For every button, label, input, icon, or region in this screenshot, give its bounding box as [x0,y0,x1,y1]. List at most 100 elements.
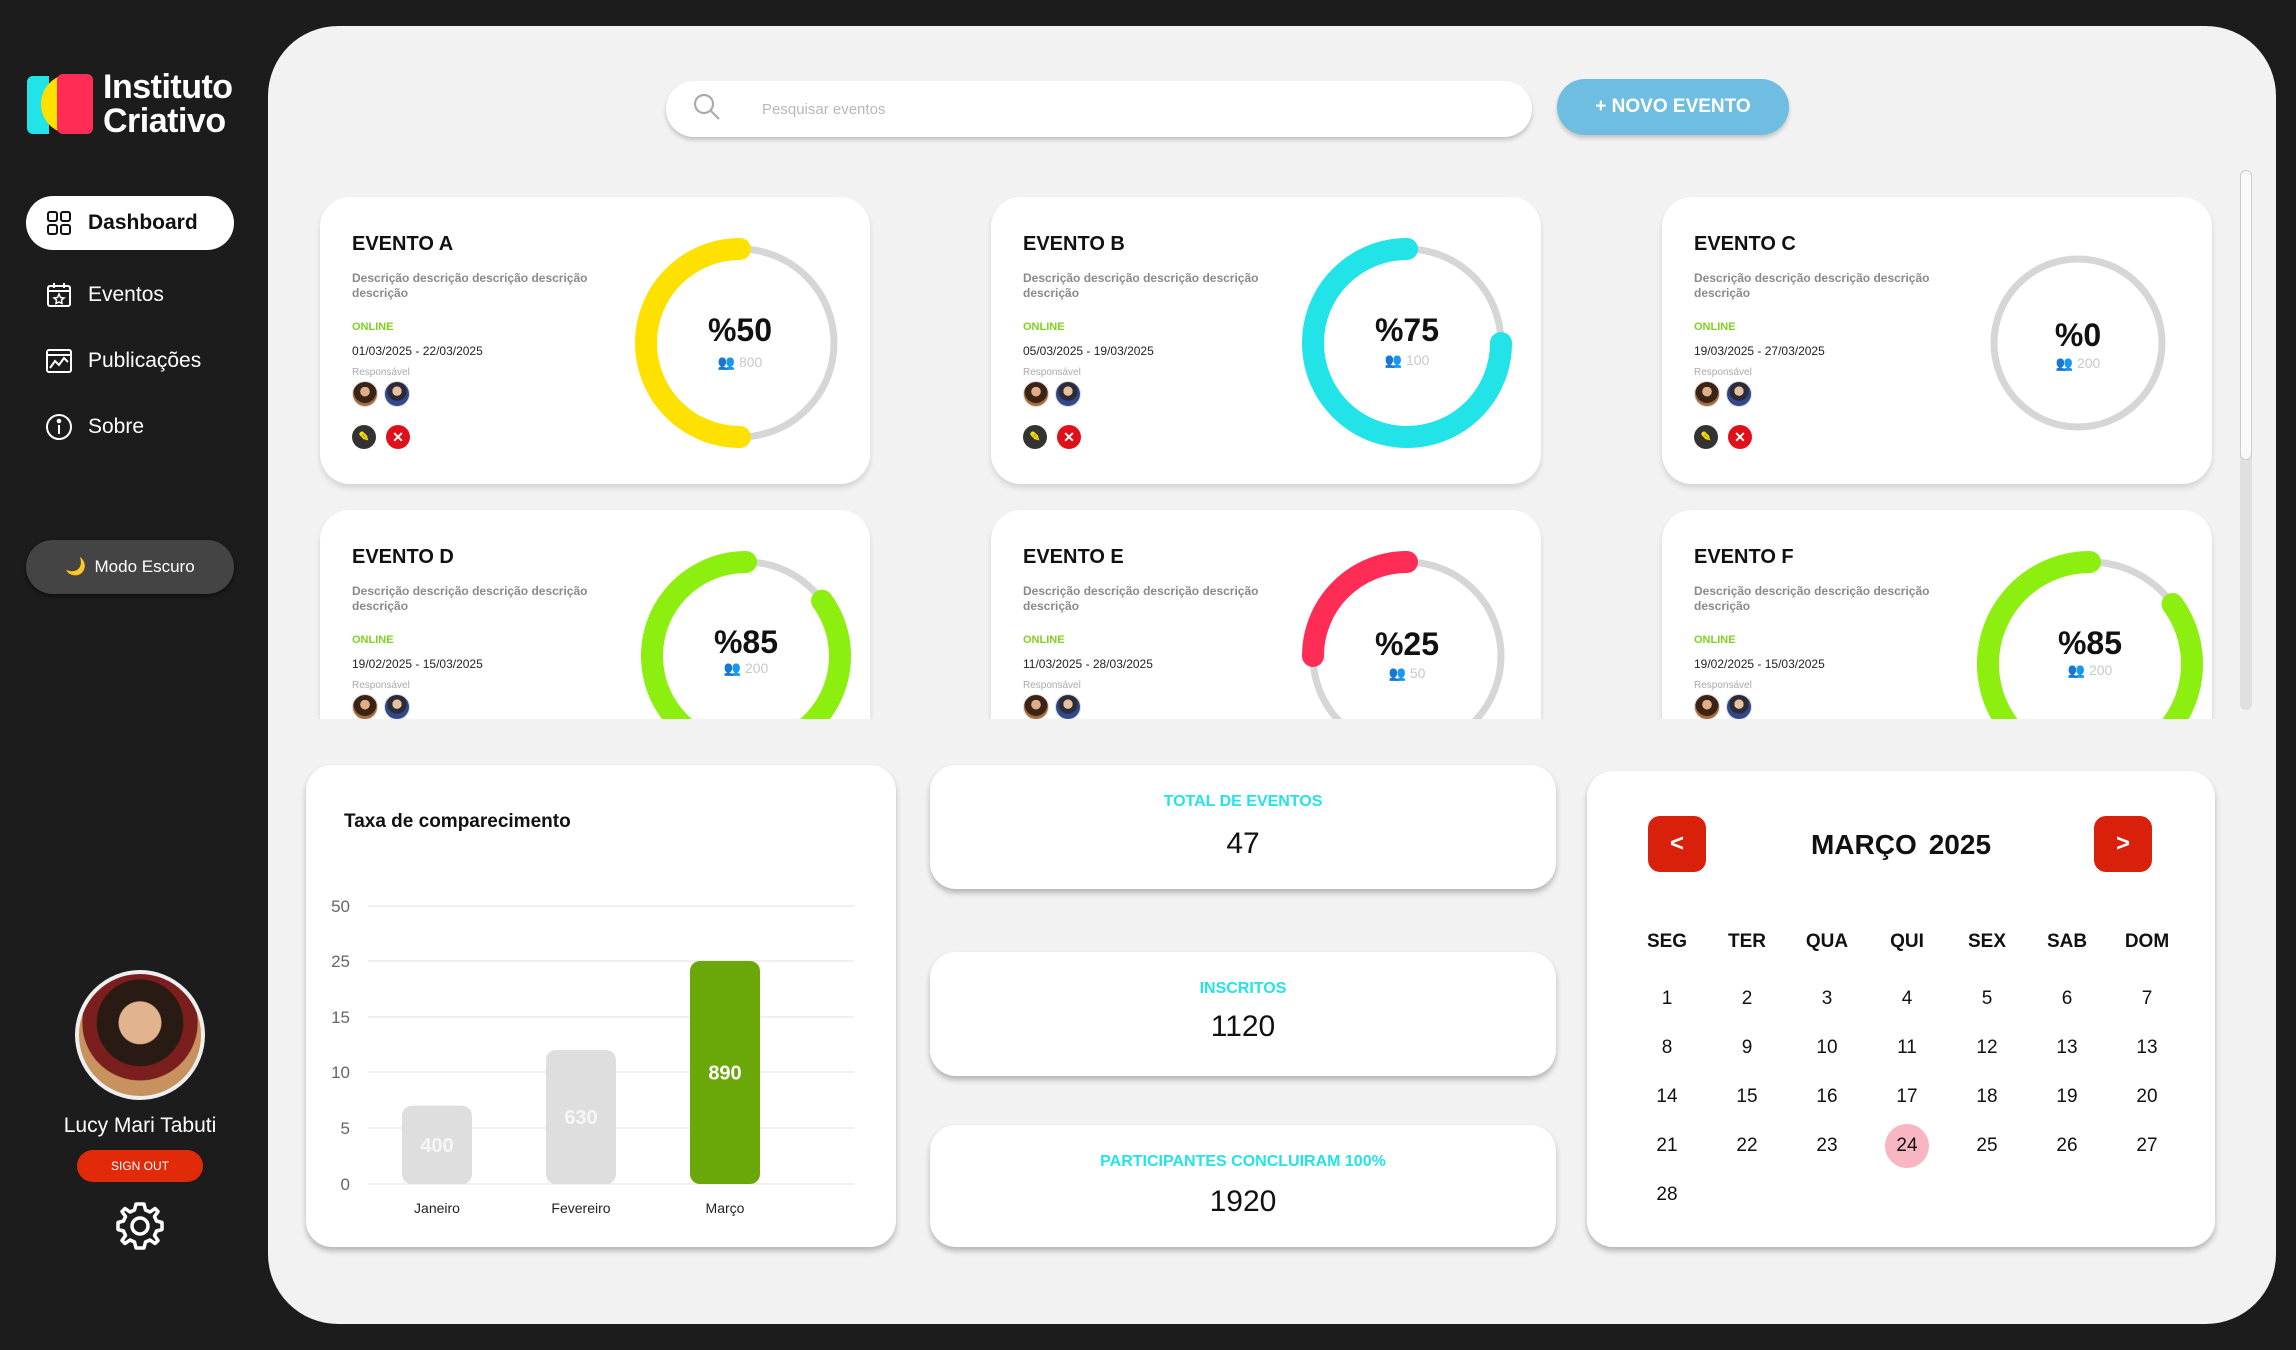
calendar-day[interactable]: 11 [1897,1037,1917,1058]
events-scrollbar[interactable] [2240,170,2252,710]
edit-button[interactable]: ✎ [1694,425,1718,449]
calendar-next-button[interactable]: > [2094,816,2152,872]
event-title: EVENTO A [352,233,454,255]
responsible-label: Responsável [1023,367,1081,378]
delete-button[interactable]: ✕ [1728,425,1752,449]
event-description: Descrição descrição descrição descrição … [1023,584,1259,613]
event-status: ONLINE [352,634,394,646]
avatar[interactable] [352,694,378,719]
avatar[interactable] [1694,381,1720,407]
sidebar-item-eventos[interactable]: Eventos [26,268,234,322]
stat-participants-completed: PARTICIPANTES CONCLUIRAM 100% 1920 [930,1125,1556,1247]
sidebar-item-publicacoes[interactable]: Publicações [26,334,234,388]
edit-button[interactable]: ✎ [1023,425,1047,449]
calendar-day[interactable]: 6 [2061,988,2073,1009]
event-description: Descrição descrição descrição descrição … [1023,271,1259,300]
calendar-day[interactable]: 4 [1901,988,1913,1009]
calendar-day[interactable]: 25 [1976,1135,1998,1156]
progress-ring [1977,551,2203,719]
users-icon: 👥 [1388,665,1410,681]
calendar-day[interactable]: 12 [1976,1037,1998,1058]
avatar[interactable] [384,694,410,719]
calendar-day[interactable]: 16 [1816,1086,1838,1107]
calendar-grid: SEG TER QUA QUI SEX SAB DOM 1 2 3 4 5 6 7 8 9 10 11 12 13 13… [1627,931,2187,1226]
avatar[interactable] [1055,381,1081,407]
users-icon: 👥 [717,354,739,370]
calendar-day[interactable]: 1 [1661,988,1673,1009]
calendar-day[interactable]: 3 [1821,988,1833,1009]
avatar[interactable] [1023,381,1049,407]
event-card[interactable]: EVENTO F Descrição descrição descrição d… [1662,510,2212,719]
event-card[interactable]: EVENTO E Descrição descrição descrição d… [991,510,1541,719]
event-title: EVENTO E [1023,546,1124,568]
calendar-day[interactable]: 13 [2136,1037,2158,1058]
event-title: EVENTO B [1023,233,1125,255]
event-dates: 01/03/2025 - 22/03/2025 [352,344,483,358]
sign-out-button[interactable]: SIGN OUT [76,1150,203,1182]
calendar-day[interactable]: 17 [1896,1086,1918,1107]
brand-logo[interactable]: Instituto Criativo [27,70,233,138]
calendar-day[interactable]: 8 [1661,1037,1673,1058]
event-description: Descrição descrição descrição descrição … [1694,584,1930,613]
stat-inscritos: INSCRITOS 1120 [930,952,1556,1076]
gear-icon[interactable] [114,1200,166,1252]
event-status: ONLINE [1023,634,1065,646]
avatar[interactable] [1055,694,1081,719]
calendar-day-today[interactable]: 24 [1867,1124,1947,1177]
calendar-day[interactable]: 10 [1816,1037,1838,1058]
avatar[interactable] [1694,694,1720,719]
bar[interactable] [402,1105,472,1184]
calendar-day[interactable]: 22 [1736,1135,1758,1156]
calendar-day[interactable]: 27 [2136,1135,2158,1156]
delete-button[interactable]: ✕ [1057,425,1081,449]
event-card[interactable]: EVENTO B Descrição descrição descrição d… [991,197,1541,484]
progress-percent: %75 [1374,312,1440,348]
calendar-day[interactable]: 9 [1741,1037,1753,1058]
sidebar-item-sobre[interactable]: Sobre [26,400,234,454]
calendar-day[interactable]: 5 [1981,988,1993,1009]
calendar-day[interactable]: 18 [1976,1086,1998,1107]
responsible-label: Responsável [352,367,410,378]
calendar-day[interactable]: 15 [1736,1086,1758,1107]
avatar[interactable] [384,381,410,407]
sidebar-item-dashboard[interactable]: Dashboard [26,196,234,250]
scrollbar-thumb[interactable] [2240,170,2252,460]
calendar-day[interactable]: 14 [1656,1086,1678,1107]
new-event-button[interactable]: + NOVO EVENTO [1557,79,1789,135]
calendar-day[interactable]: 21 [1656,1135,1678,1156]
avatar[interactable] [75,970,205,1100]
dark-mode-toggle[interactable]: 🌙 Modo Escuro [26,540,234,594]
bar[interactable] [546,1050,616,1184]
edit-button[interactable]: ✎ [352,425,376,449]
avatar[interactable] [1726,381,1752,407]
calendar-day[interactable]: 7 [2141,988,2153,1009]
bar[interactable] [690,961,760,1184]
event-dates: 19/03/2025 - 27/03/2025 [1694,344,1825,358]
event-card[interactable]: EVENTO A Descrição descrição descrição d… [320,197,870,484]
event-dates: 19/02/2025 - 15/03/2025 [1694,657,1825,671]
avatar[interactable] [352,381,378,407]
avatar[interactable] [1726,694,1752,719]
weekday-label: DOM [2124,931,2170,952]
event-card[interactable]: EVENTO C Descrição descrição descrição d… [1662,197,2212,484]
search-input[interactable] [762,100,1462,118]
calendar-day[interactable]: 28 [1656,1184,1678,1205]
events-grid: EVENTO A Descrição descrição descrição d… [268,171,2238,719]
calendar-day[interactable]: 2 [1741,988,1753,1009]
delete-button[interactable]: ✕ [386,425,410,449]
sidebar: Instituto Criativo Dashboard Eventos Pub… [0,0,268,1350]
participants-count: 👥 100 [1384,352,1430,368]
avatar[interactable] [1023,694,1049,719]
calendar-day[interactable]: 19 [2056,1086,2078,1107]
calendar-day[interactable]: 23 [1816,1135,1838,1156]
stat-label: INSCRITOS [1199,980,1287,997]
participants-count: 👥 50 [1388,665,1426,681]
calendar-prev-button[interactable]: < [1648,816,1706,872]
responsible-avatars [1023,381,1081,407]
calendar-day[interactable]: 13 [2056,1037,2078,1058]
progress-ring [641,551,851,719]
event-card[interactable]: EVENTO D Descrição descrição descrição d… [320,510,870,719]
calendar-day[interactable]: 20 [2136,1086,2158,1107]
calendar-day[interactable]: 26 [2056,1135,2078,1156]
search-bar[interactable] [666,81,1532,137]
